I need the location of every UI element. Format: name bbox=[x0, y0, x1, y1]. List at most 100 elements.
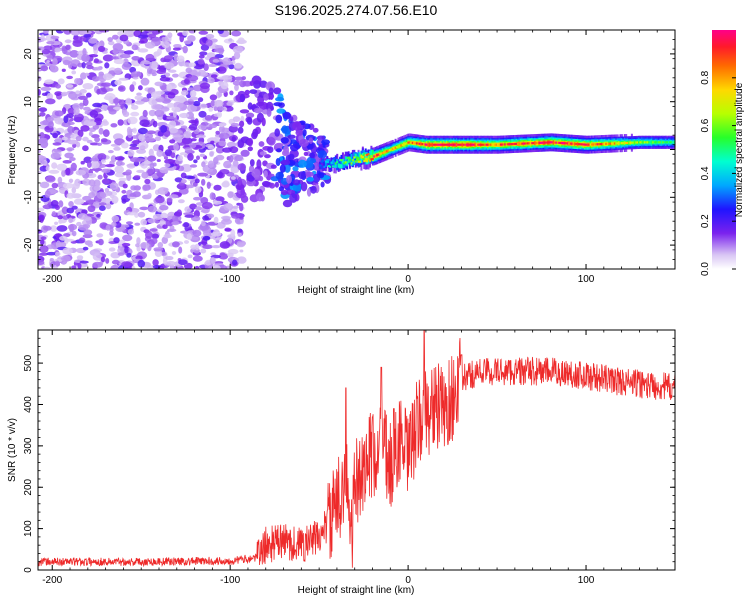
signal-ridge-cell bbox=[358, 152, 362, 158]
transition-blob bbox=[321, 139, 330, 146]
transition-blob bbox=[245, 112, 255, 119]
transition-blob bbox=[303, 151, 309, 156]
transition-blob bbox=[292, 179, 301, 186]
signal-ridge-cell bbox=[360, 155, 363, 164]
signal-ridge-cell bbox=[442, 143, 445, 146]
y-tick-label: 0 bbox=[23, 146, 34, 152]
noise-blob bbox=[131, 265, 136, 269]
noise-blob bbox=[113, 146, 121, 151]
signal-ridge-cell bbox=[662, 141, 665, 144]
transition-blob bbox=[309, 152, 315, 159]
signal-ridge-cell bbox=[593, 143, 596, 146]
noise-blob bbox=[102, 54, 114, 62]
signal-ridge-cell bbox=[340, 164, 343, 169]
signal-ridge-cell bbox=[324, 160, 327, 163]
transition-blob bbox=[244, 89, 250, 96]
noise-blob bbox=[218, 132, 230, 140]
noise-blob bbox=[48, 169, 60, 174]
noise-blob bbox=[51, 162, 58, 169]
noise-blob bbox=[215, 196, 225, 202]
signal-ridge-cell bbox=[438, 143, 441, 146]
transition-blob bbox=[269, 182, 276, 189]
signal-ridge-cell bbox=[396, 146, 399, 149]
transition-blob bbox=[290, 144, 299, 152]
signal-ridge-cell bbox=[588, 143, 591, 146]
signal-ridge-cell bbox=[366, 151, 369, 162]
noise-blob bbox=[171, 106, 181, 112]
noise-blob bbox=[131, 44, 139, 51]
noise-blob bbox=[144, 178, 151, 185]
noise-blob bbox=[183, 100, 194, 106]
noise-blob bbox=[164, 158, 175, 165]
noise-blob bbox=[76, 255, 84, 260]
noise-blob bbox=[87, 242, 94, 248]
signal-ridge-cell bbox=[465, 143, 468, 146]
noise-blob bbox=[145, 53, 155, 62]
signal-ridge-cell bbox=[383, 151, 386, 154]
signal-ridge-cell bbox=[381, 151, 384, 155]
signal-ridge-cell bbox=[363, 160, 366, 163]
noise-blob bbox=[166, 228, 177, 232]
noise-blob bbox=[82, 83, 94, 90]
noise-blob bbox=[96, 213, 101, 218]
noise-blob bbox=[129, 84, 135, 92]
transition-blob bbox=[288, 153, 295, 160]
noise-blob bbox=[44, 79, 54, 85]
signal-ridge-cell bbox=[539, 141, 542, 144]
noise-blob bbox=[140, 77, 150, 86]
signal-ridge-cell bbox=[505, 143, 508, 146]
noise-blob bbox=[54, 251, 61, 257]
noise-blob bbox=[201, 121, 209, 126]
noise-blob bbox=[176, 209, 182, 217]
noise-blob bbox=[67, 126, 75, 134]
signal-ridge-cell bbox=[433, 143, 436, 146]
colorbar-tick-label: 0.4 bbox=[700, 166, 711, 180]
transition-blob bbox=[258, 101, 269, 110]
signal-ridge-cell bbox=[470, 143, 473, 146]
noise-blob bbox=[110, 123, 118, 128]
noise-blob bbox=[118, 77, 129, 81]
noise-blob bbox=[58, 219, 63, 225]
noise-blob bbox=[137, 48, 149, 53]
signal-ridge-cell bbox=[639, 141, 642, 144]
transition-blob bbox=[263, 170, 268, 178]
noise-blob bbox=[58, 200, 64, 208]
transition-blob bbox=[239, 120, 245, 128]
noise-blob bbox=[66, 52, 71, 56]
signal-ridge-cell bbox=[435, 143, 438, 146]
noise-blob bbox=[97, 174, 103, 180]
figure-title: S196.2025.274.07.56.E10 bbox=[275, 2, 438, 18]
signal-ridge-cell bbox=[542, 141, 545, 144]
noise-blob bbox=[75, 90, 80, 95]
noise-blob bbox=[61, 206, 69, 215]
signal-ridge-cell bbox=[579, 143, 582, 146]
noise-blob bbox=[144, 137, 156, 142]
signal-ridge-cell bbox=[353, 156, 356, 159]
noise-blob bbox=[166, 83, 173, 92]
signal-ridge-cell bbox=[327, 158, 330, 164]
noise-blob bbox=[102, 129, 110, 138]
transition-blob bbox=[246, 117, 253, 125]
noise-blob bbox=[177, 95, 186, 103]
noise-blob bbox=[166, 197, 173, 203]
noise-blob bbox=[218, 140, 227, 147]
noise-blob bbox=[161, 236, 168, 244]
signal-ridge-cell bbox=[498, 143, 501, 146]
noise-blob bbox=[201, 178, 206, 186]
signal-ridge-cell bbox=[363, 152, 366, 157]
noise-blob bbox=[210, 74, 218, 79]
signal-ridge-cell bbox=[323, 161, 326, 166]
signal-ridge-cell bbox=[502, 143, 505, 146]
signal-ridge-cell bbox=[649, 141, 652, 144]
signal-ridge-cell bbox=[612, 142, 615, 145]
noise-blob bbox=[145, 230, 153, 239]
noise-blob bbox=[232, 116, 241, 122]
signal-ridge-cell bbox=[482, 143, 485, 146]
noise-blob bbox=[139, 242, 150, 249]
noise-blob bbox=[223, 160, 232, 169]
noise-blob bbox=[43, 30, 49, 34]
noise-blob bbox=[61, 121, 71, 128]
transition-blob bbox=[259, 80, 268, 88]
noise-blob bbox=[213, 184, 222, 191]
noise-blob bbox=[113, 237, 120, 244]
